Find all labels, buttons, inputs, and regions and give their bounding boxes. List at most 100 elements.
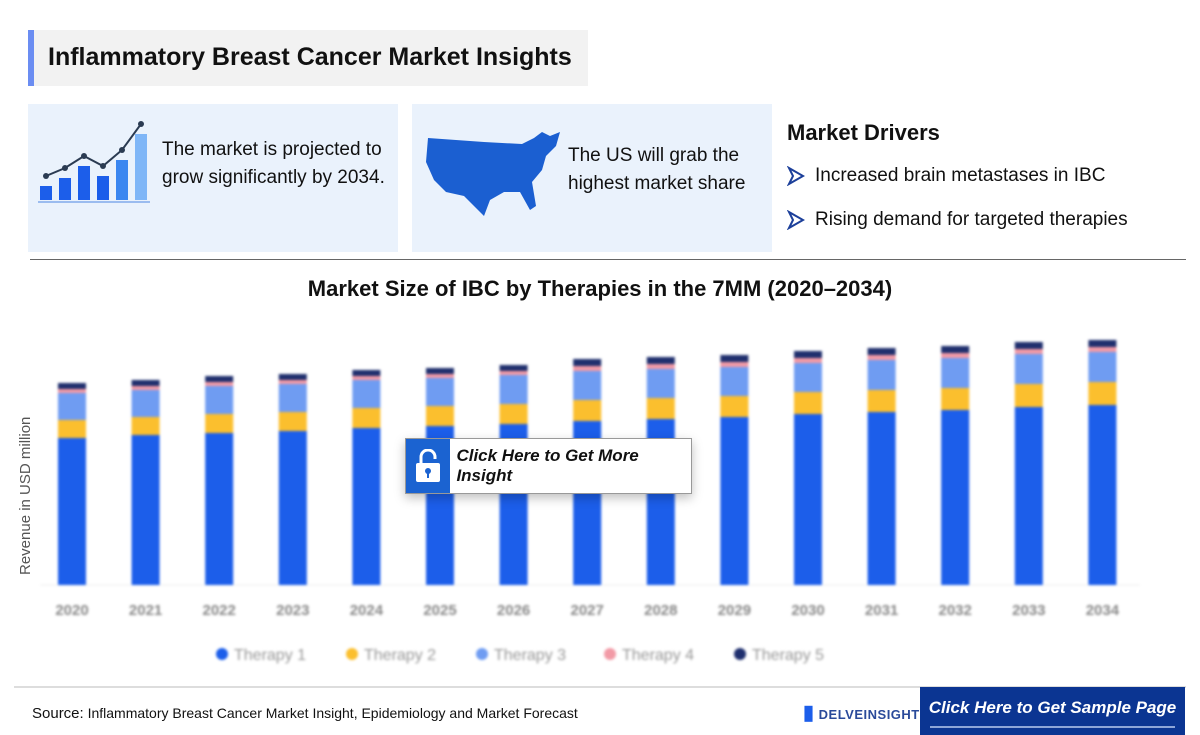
bar-segment-therapy-5 [794, 351, 822, 358]
chevron-right-icon [787, 210, 805, 230]
legend-label: Therapy 4 [622, 647, 694, 664]
growth-text: The market is projected to grow signific… [162, 139, 385, 188]
bar-segment-therapy-3 [205, 386, 234, 414]
bar-segment-therapy-5 [205, 376, 234, 382]
legend-marker [346, 648, 358, 660]
bar-segment-therapy-3 [352, 380, 381, 408]
bar-segment-therapy-1 [867, 412, 896, 585]
x-tick-label: 2031 [865, 602, 898, 619]
bar-segment-therapy-4 [352, 376, 381, 380]
bar-segment-therapy-5 [941, 346, 970, 353]
bar-segment-therapy-3 [1088, 352, 1117, 382]
get-sample-page-button[interactable]: Click Here to Get Sample Page [920, 687, 1185, 735]
bar-segment-therapy-2 [1014, 384, 1043, 407]
bar-segment-therapy-3 [1014, 354, 1043, 384]
bar-segment-therapy-1 [278, 431, 307, 585]
bar-segment-therapy-5 [646, 357, 675, 364]
bar-segment-therapy-4 [573, 366, 602, 371]
driver-item: Rising demand for targeted therapies [787, 198, 1128, 242]
bar-segment-therapy-4 [58, 389, 86, 393]
bar-segment-therapy-2 [1088, 382, 1117, 405]
bar-segment-therapy-3 [499, 375, 528, 404]
drivers-title: Market Drivers [787, 120, 940, 145]
chart-title: Market Size of IBC by Therapies in the 7… [307, 276, 893, 301]
bar-segment-therapy-3 [573, 371, 602, 400]
bar-segment-therapy-2 [867, 390, 896, 412]
bar-segment-therapy-5 [58, 383, 86, 389]
bar-segment-therapy-2 [573, 400, 602, 421]
bar-segment-therapy-5 [499, 365, 528, 371]
driver-item: Increased brain metastases in IBC [787, 154, 1128, 198]
bar-segment-therapy-3 [646, 369, 675, 398]
bar-segment-therapy-5 [426, 368, 454, 374]
legend-label: Therapy 3 [494, 647, 566, 664]
bar-segment-therapy-2 [131, 417, 160, 435]
legend-marker [604, 648, 616, 660]
bar-segment-therapy-4 [720, 362, 749, 367]
bar-segment-therapy-1 [1014, 407, 1043, 585]
chevron-right-icon [787, 166, 805, 186]
bar-segment-therapy-4 [426, 374, 454, 378]
bar-segment-therapy-1 [1088, 405, 1117, 585]
bar-segment-therapy-4 [205, 382, 234, 386]
legend-label: Therapy 1 [234, 647, 306, 664]
bar-segment-therapy-1 [794, 414, 822, 585]
x-tick-label: 2029 [718, 602, 751, 619]
legend-marker [734, 648, 746, 660]
market-drivers: Market Drivers Increased brain metastase… [787, 120, 1128, 242]
divider [30, 259, 1186, 260]
bar-segment-therapy-4 [941, 353, 970, 358]
get-more-insight-button[interactable]: Click Here to Get More Insight [405, 438, 692, 494]
bar-segment-therapy-5 [867, 348, 896, 355]
bar-segment-therapy-2 [499, 404, 528, 424]
bar-segment-therapy-1 [131, 435, 160, 585]
x-tick-label: 2027 [571, 602, 604, 619]
us-share-text: The US will grab the highest market shar… [568, 145, 746, 194]
x-tick-label: 2030 [791, 602, 824, 619]
bar-segment-therapy-5 [278, 374, 307, 380]
bar-segment-therapy-4 [499, 371, 528, 375]
x-tick-label: 2021 [129, 602, 162, 619]
bar-segment-therapy-2 [720, 396, 749, 417]
bar-segment-therapy-5 [1014, 342, 1043, 349]
x-tick-label: 2034 [1086, 602, 1120, 619]
bar-segment-therapy-1 [720, 417, 749, 585]
bar-segment-therapy-2 [426, 406, 454, 426]
x-tick-label: 2024 [350, 602, 384, 619]
page-title-box: Inflammatory Breast Cancer Market Insigh… [28, 30, 588, 86]
legend-marker [476, 648, 488, 660]
bar-segment-therapy-2 [646, 398, 675, 419]
growth-card: The market is projected to grow signific… [28, 104, 398, 252]
x-tick-label: 2020 [55, 602, 88, 619]
bar-segment-therapy-5 [720, 355, 749, 362]
x-tick-label: 2026 [497, 602, 530, 619]
bar-segment-therapy-5 [352, 370, 381, 376]
footer-divider [14, 686, 1186, 688]
x-tick-label: 2032 [939, 602, 972, 619]
bar-segment-therapy-3 [278, 384, 307, 412]
delveinsight-logo: ▮ DELVEINSIGHT [803, 702, 920, 724]
bar-segment-therapy-5 [573, 359, 602, 366]
bar-segment-therapy-4 [1014, 349, 1043, 354]
x-tick-label: 2022 [203, 602, 236, 619]
unlock-icon [406, 439, 451, 493]
bar-segment-therapy-2 [794, 392, 822, 414]
source-note: Source: Inflammatory Breast Cancer Marke… [32, 705, 578, 722]
bar-segment-therapy-2 [58, 420, 86, 438]
legend-label: Therapy 5 [752, 647, 824, 664]
bar-segment-therapy-4 [794, 358, 822, 363]
bar-segment-therapy-3 [426, 378, 454, 406]
stacked-bar-chart: 2020 2021 2022 2023 2024 2025 2026 2027 2028 2029… [40, 340, 1140, 664]
bar-segment-therapy-4 [278, 380, 307, 384]
bar-segment-therapy-5 [131, 380, 160, 386]
growth-chart-icon [38, 121, 150, 203]
bar-segment-therapy-4 [867, 355, 896, 360]
bar-segment-therapy-2 [941, 388, 970, 410]
bar-segment-therapy-4 [646, 364, 675, 369]
bar-segment-therapy-4 [131, 386, 160, 390]
bar-segment-therapy-3 [58, 393, 86, 420]
bar-segment-therapy-1 [352, 428, 381, 585]
bar-segment-therapy-4 [1088, 347, 1117, 352]
bar-segment-therapy-1 [58, 438, 86, 585]
page-title: Inflammatory Breast Cancer Market Insigh… [48, 43, 572, 71]
